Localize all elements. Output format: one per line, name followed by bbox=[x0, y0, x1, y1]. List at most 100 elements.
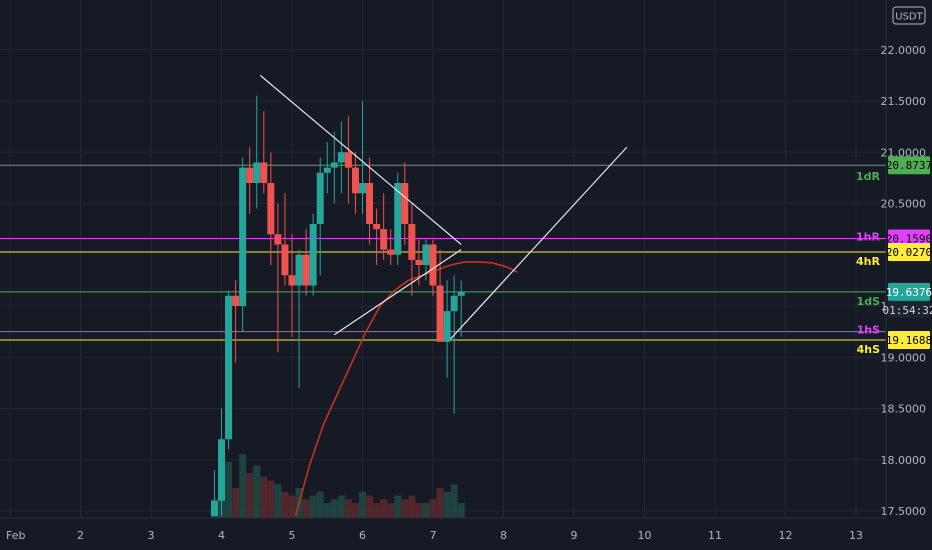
volume-bar bbox=[436, 488, 444, 518]
volume-bar bbox=[274, 484, 282, 518]
x-tick-label: 5 bbox=[289, 529, 296, 542]
y-tick-label: 18.5000 bbox=[881, 403, 927, 416]
countdown-text: 01:54:32 bbox=[883, 304, 932, 317]
level-label-4hS: 4hS bbox=[857, 343, 880, 356]
candle-body bbox=[450, 295, 458, 312]
x-tick-label: 13 bbox=[849, 529, 863, 542]
candle-body bbox=[351, 167, 359, 194]
volume-bar bbox=[253, 465, 261, 518]
candle-body bbox=[288, 275, 296, 286]
y-tick-label: 18.0000 bbox=[881, 454, 927, 467]
volume-bar bbox=[373, 503, 381, 518]
currency-label: USDT bbox=[895, 12, 923, 23]
level-label-4hR: 4hR bbox=[856, 255, 880, 268]
volume-bar bbox=[351, 503, 359, 518]
candle-body bbox=[408, 224, 416, 260]
volume-bar bbox=[359, 491, 366, 518]
price-tag-text: 20.1590 bbox=[886, 232, 932, 245]
x-tick-label: 6 bbox=[359, 529, 366, 542]
grid bbox=[0, 0, 886, 518]
candle-body bbox=[415, 259, 423, 265]
x-tick-label: 9 bbox=[571, 529, 578, 542]
volume-bar bbox=[408, 495, 416, 518]
moving-average-line bbox=[294, 261, 518, 517]
price-tag-text: 20.0270 bbox=[886, 246, 932, 259]
x-tick-label: Feb bbox=[6, 529, 25, 542]
candle-body bbox=[443, 311, 451, 342]
candle-body bbox=[295, 254, 303, 286]
y-tick-label: 21.0000 bbox=[881, 146, 927, 159]
volume-bar bbox=[366, 495, 374, 518]
price-tag-1dS: 19.6376 bbox=[886, 282, 932, 301]
candle-body bbox=[210, 500, 218, 517]
price-tag-text: 20.8737 bbox=[886, 159, 932, 172]
volume-bar bbox=[337, 495, 345, 518]
volume-bar bbox=[387, 503, 395, 518]
currency-badge[interactable]: USDT bbox=[892, 6, 926, 25]
volume-bar bbox=[344, 499, 352, 518]
volume-bar bbox=[401, 499, 409, 518]
price-tag-4hS: 19.1688 bbox=[886, 330, 932, 349]
candles bbox=[210, 95, 465, 517]
candle-body bbox=[225, 295, 233, 440]
y-tick-label: 22.0000 bbox=[881, 44, 927, 57]
candle-body bbox=[302, 254, 310, 286]
candle-body bbox=[246, 167, 254, 183]
y-tick-label: 19.0000 bbox=[881, 351, 927, 364]
candle-body bbox=[436, 285, 444, 342]
candle-body bbox=[239, 167, 247, 306]
candle-body bbox=[218, 439, 225, 501]
volume-bar bbox=[267, 480, 275, 518]
volume-bar bbox=[309, 495, 317, 518]
candle-body bbox=[429, 244, 437, 286]
volume-bar bbox=[429, 499, 437, 518]
candle-body bbox=[373, 224, 381, 230]
candle-body bbox=[366, 183, 374, 224]
x-tick-label: 8 bbox=[500, 529, 507, 542]
candle-body bbox=[387, 249, 395, 255]
volume-bars bbox=[210, 454, 465, 518]
volume-bar bbox=[457, 503, 465, 518]
volume-bar bbox=[246, 473, 254, 518]
x-tick-label: 3 bbox=[148, 529, 155, 542]
candle-body bbox=[422, 244, 430, 265]
price-tag-4hR: 20.0270 bbox=[886, 242, 932, 261]
x-tick-label: 10 bbox=[638, 529, 652, 542]
candle-body bbox=[232, 295, 240, 306]
trendline bbox=[450, 146, 628, 340]
x-tick-label: 11 bbox=[708, 529, 722, 542]
price-tag-1dR: 20.8737 bbox=[886, 156, 932, 175]
x-tick-label: 12 bbox=[779, 529, 793, 542]
price-tag-text: 19.1688 bbox=[886, 334, 932, 347]
countdown-tag: 01:54:32 bbox=[883, 300, 932, 318]
volume-bar bbox=[422, 503, 430, 518]
y-tick-label: 21.5000 bbox=[881, 95, 927, 108]
volume-bar bbox=[330, 499, 338, 518]
volume-bar bbox=[323, 503, 331, 518]
x-tick-label: 4 bbox=[218, 529, 225, 542]
trendline bbox=[259, 74, 462, 245]
level-label-1hS: 1hS bbox=[857, 324, 880, 337]
volume-bar bbox=[281, 491, 289, 518]
y-tick-label: 20.5000 bbox=[881, 198, 927, 211]
time-axis-panel[interactable] bbox=[0, 518, 932, 550]
level-label-1dS: 1dS bbox=[857, 295, 881, 308]
candle-body bbox=[337, 152, 345, 163]
volume-bar bbox=[288, 495, 296, 518]
price-tag-1hR: 20.1590 bbox=[886, 229, 932, 248]
moving-average bbox=[294, 261, 518, 517]
candle-body bbox=[281, 244, 289, 276]
x-tick-label: 7 bbox=[430, 529, 437, 542]
volume-bar bbox=[380, 499, 388, 518]
candle-body bbox=[267, 183, 275, 235]
candle-body bbox=[309, 224, 317, 286]
price-tag-text: 19.6376 bbox=[886, 286, 932, 299]
candle-body bbox=[316, 172, 324, 224]
trendline bbox=[333, 249, 462, 336]
candle-body bbox=[260, 162, 268, 183]
volume-bar bbox=[260, 476, 268, 518]
volume-bar bbox=[394, 495, 402, 518]
candle-body bbox=[401, 183, 409, 224]
